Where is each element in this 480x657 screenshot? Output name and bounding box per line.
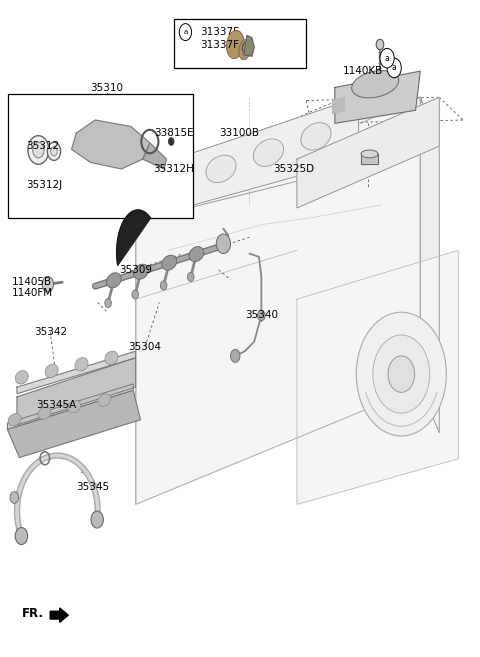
Ellipse shape bbox=[68, 401, 81, 413]
Circle shape bbox=[10, 491, 19, 503]
Text: 31337F: 31337F bbox=[200, 27, 239, 37]
Text: 35325D: 35325D bbox=[273, 164, 314, 174]
Circle shape bbox=[33, 142, 44, 158]
Circle shape bbox=[388, 356, 415, 392]
Circle shape bbox=[51, 147, 57, 156]
Ellipse shape bbox=[158, 171, 189, 199]
Text: 1140FM: 1140FM bbox=[12, 288, 53, 298]
Circle shape bbox=[28, 136, 49, 164]
Polygon shape bbox=[244, 35, 254, 57]
Polygon shape bbox=[297, 250, 458, 505]
Polygon shape bbox=[136, 97, 420, 505]
Text: 31337F: 31337F bbox=[200, 40, 239, 50]
Ellipse shape bbox=[75, 357, 88, 371]
Circle shape bbox=[380, 49, 394, 68]
Circle shape bbox=[132, 290, 139, 299]
Polygon shape bbox=[333, 97, 344, 114]
Ellipse shape bbox=[361, 150, 378, 158]
Text: 35304: 35304 bbox=[129, 342, 162, 351]
Text: 35345A: 35345A bbox=[36, 400, 76, 411]
Polygon shape bbox=[8, 390, 140, 457]
Ellipse shape bbox=[98, 394, 111, 406]
Polygon shape bbox=[297, 97, 439, 208]
Ellipse shape bbox=[253, 139, 284, 166]
Circle shape bbox=[258, 310, 265, 321]
Ellipse shape bbox=[162, 255, 177, 270]
Ellipse shape bbox=[105, 351, 118, 365]
Text: a: a bbox=[384, 54, 389, 62]
FancyArrow shape bbox=[50, 608, 68, 622]
Ellipse shape bbox=[206, 155, 236, 183]
Polygon shape bbox=[72, 120, 150, 169]
Circle shape bbox=[48, 142, 60, 160]
Ellipse shape bbox=[239, 39, 251, 60]
Text: 33815E: 33815E bbox=[154, 128, 193, 138]
Circle shape bbox=[91, 511, 103, 528]
Ellipse shape bbox=[352, 70, 399, 98]
Ellipse shape bbox=[227, 30, 244, 58]
Text: 35312H: 35312H bbox=[153, 164, 194, 174]
Polygon shape bbox=[335, 71, 420, 124]
Polygon shape bbox=[136, 97, 359, 221]
Circle shape bbox=[42, 277, 54, 292]
Polygon shape bbox=[8, 384, 133, 430]
Circle shape bbox=[216, 234, 230, 254]
Circle shape bbox=[160, 281, 167, 290]
Polygon shape bbox=[143, 143, 167, 169]
Text: 35345: 35345 bbox=[76, 482, 109, 492]
Ellipse shape bbox=[301, 123, 331, 150]
Polygon shape bbox=[420, 97, 439, 433]
Ellipse shape bbox=[8, 413, 21, 426]
Ellipse shape bbox=[38, 407, 51, 419]
Ellipse shape bbox=[107, 273, 121, 288]
Circle shape bbox=[387, 58, 401, 78]
Polygon shape bbox=[117, 97, 439, 221]
Text: 35312: 35312 bbox=[26, 141, 60, 151]
Ellipse shape bbox=[15, 371, 28, 384]
Ellipse shape bbox=[133, 264, 148, 279]
Polygon shape bbox=[17, 351, 136, 394]
Text: 35312J: 35312J bbox=[26, 180, 62, 190]
Circle shape bbox=[373, 335, 430, 413]
Text: 35310: 35310 bbox=[91, 83, 124, 93]
Text: 11405B: 11405B bbox=[12, 277, 52, 286]
Circle shape bbox=[15, 528, 27, 545]
Ellipse shape bbox=[45, 364, 58, 378]
Text: FR.: FR. bbox=[22, 607, 44, 620]
Circle shape bbox=[230, 350, 240, 363]
Polygon shape bbox=[17, 358, 136, 425]
Text: 1140KB: 1140KB bbox=[343, 66, 384, 76]
Circle shape bbox=[168, 137, 174, 145]
Circle shape bbox=[179, 24, 192, 41]
Text: a: a bbox=[183, 29, 188, 35]
Bar bbox=[8, 94, 192, 217]
Circle shape bbox=[187, 273, 194, 281]
Bar bbox=[174, 19, 306, 68]
Circle shape bbox=[356, 312, 446, 436]
Polygon shape bbox=[361, 154, 378, 164]
Text: 33100B: 33100B bbox=[219, 128, 259, 138]
Ellipse shape bbox=[189, 246, 204, 261]
Text: 35309: 35309 bbox=[119, 265, 152, 275]
Text: 35340: 35340 bbox=[245, 311, 278, 321]
Text: 35342: 35342 bbox=[34, 327, 67, 337]
Circle shape bbox=[105, 298, 111, 307]
Text: a: a bbox=[392, 64, 396, 72]
Circle shape bbox=[376, 39, 384, 50]
Polygon shape bbox=[117, 210, 151, 265]
